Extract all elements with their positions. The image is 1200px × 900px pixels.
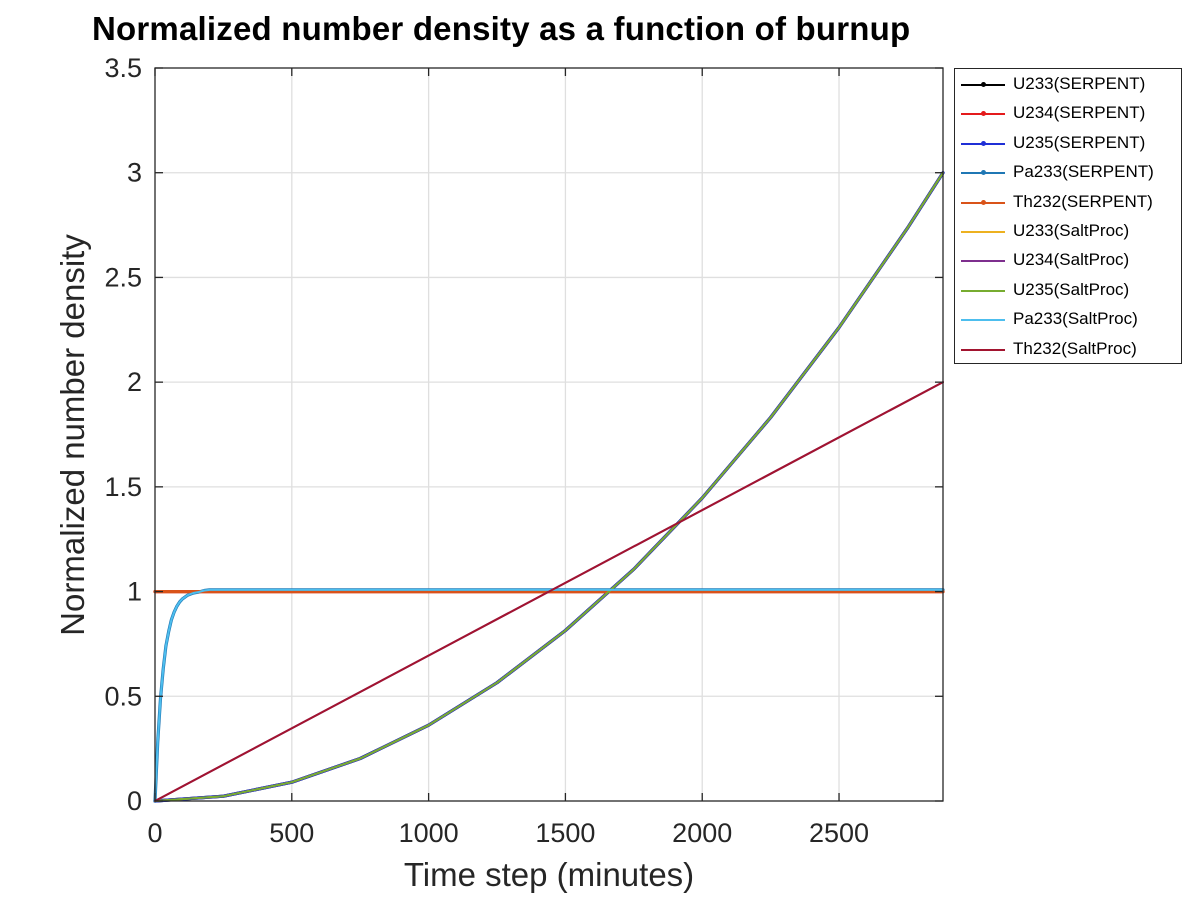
legend-label: U233(SaltProc) [1013, 221, 1130, 240]
legend-marker [981, 111, 986, 117]
chart-title: Normalized number density as a function … [92, 10, 911, 47]
axes-box [154, 67, 944, 802]
legend-label: Th232(SaltProc) [1013, 338, 1137, 358]
series-line-pa233-saltproc- [154, 588, 944, 802]
legend-label: Th232(SERPENT) [1013, 191, 1153, 211]
legend-marker [981, 199, 986, 205]
y-tick-label: 3.5 [104, 53, 142, 83]
x-axis-label: Time step (minutes) [404, 856, 694, 893]
legend-item: U235(SaltProc) [955, 276, 1181, 306]
legend-marker [981, 140, 986, 146]
x-tick-label: 500 [269, 818, 314, 848]
y-tick-label: 2.5 [104, 262, 142, 292]
y-tick-label: 3 [127, 158, 142, 188]
legend-item: U233(SERPENT) [955, 70, 1181, 100]
tick-labels: 0 500 1000 1500 2000 2500 0 0.5 1 1.5 2 2.5 3 3.5 [104, 53, 869, 848]
legend: U233(SERPENT) U234(SERPENT) U235(SERPENT) P… [954, 68, 1182, 364]
legend-marker [981, 82, 986, 87]
legend-item: U235(SERPENT) [955, 129, 1181, 159]
x-tick-label: 2500 [809, 818, 869, 848]
legend-swatch [961, 319, 1005, 322]
y-tick-label: 0 [127, 786, 142, 816]
legend-label: U235(SaltProc) [1013, 279, 1130, 299]
series-line-u235-saltproc- [154, 171, 944, 802]
legend-swatch [961, 289, 1005, 292]
legend-item: Pa233(SaltProc) [955, 305, 1181, 335]
legend-label: U234(SaltProc) [1013, 250, 1130, 270]
legend-item: U233(SaltProc) [955, 217, 1181, 247]
legend-item: Th232(SaltProc) [955, 335, 1181, 365]
y-axis-label: Normalized number density [54, 234, 91, 636]
y-tick-label: 1.5 [104, 472, 142, 502]
legend-label: Pa233(SaltProc) [1013, 309, 1138, 329]
series-line-pa233-serpent- [153, 588, 945, 803]
legend-label: U235(SERPENT) [1013, 132, 1146, 152]
series-line-th232-saltproc- [154, 381, 944, 802]
legend-label: U234(SERPENT) [1013, 103, 1146, 123]
legend-item: Th232(SERPENT) [955, 188, 1181, 218]
legend-label: U233(SERPENT) [1013, 74, 1146, 93]
grid-lines [155, 68, 943, 801]
legend-item: Pa233(SERPENT) [955, 158, 1181, 188]
legend-swatch [961, 348, 1005, 351]
x-tick-label: 2000 [672, 818, 732, 848]
legend-item: U234(SERPENT) [955, 99, 1181, 129]
legend-swatch [961, 260, 1005, 263]
x-tick-label: 0 [147, 818, 162, 848]
series-lines [153, 171, 945, 803]
legend-item: U234(SaltProc) [955, 246, 1181, 276]
legend-label: Pa233(SERPENT) [1013, 162, 1154, 182]
x-tick-label: 1000 [399, 818, 459, 848]
y-tick-label: 0.5 [104, 681, 142, 711]
legend-marker [981, 170, 986, 176]
y-tick-label: 2 [127, 367, 142, 397]
legend-swatch [961, 231, 1005, 233]
y-tick-label: 1 [127, 577, 142, 607]
x-tick-label: 1500 [535, 818, 595, 848]
axes [154, 67, 944, 802]
